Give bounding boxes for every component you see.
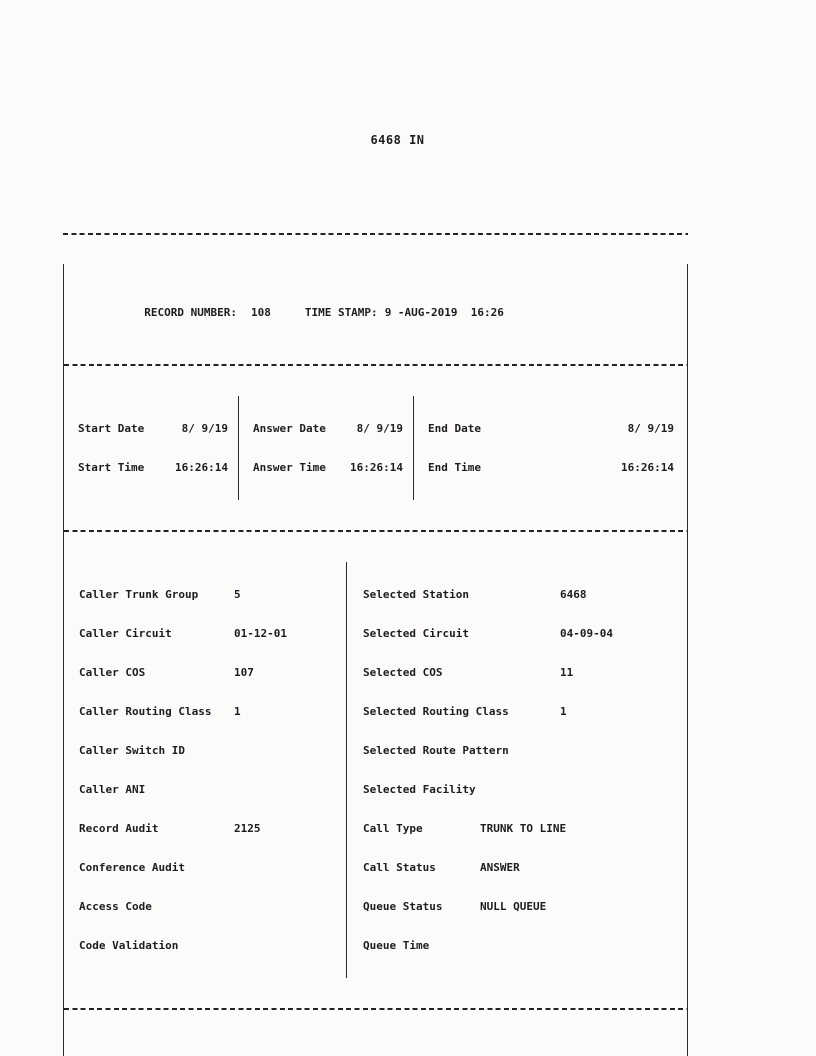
call-details: Caller Trunk Group 5 Caller Circuit 01-12-… [64, 561, 687, 979]
field-label: Call Status [363, 861, 436, 874]
field-value: 16:26:14 [350, 461, 403, 474]
field-label: End Time [428, 461, 481, 474]
field-row: Call Status ANSWER [363, 861, 687, 874]
field-row: Start Time 16:26:14 [78, 461, 228, 474]
field-label: Access Code [79, 900, 152, 913]
field-value: TRUNK TO LINE [480, 822, 567, 835]
field-label: Caller Trunk Group [79, 588, 199, 601]
field-row: Conference Audit [79, 861, 346, 874]
field-label: Selected Route Pattern [363, 744, 509, 757]
field-row: Selected Route Pattern [363, 744, 687, 757]
field-label: Queue Time [363, 939, 430, 952]
field-label: End Date [428, 422, 481, 435]
record-header: RECORD NUMBER: 108 TIME STAMP: 9 -AUG-2019 … [64, 290, 687, 335]
field-value: 8/ 9/19 [627, 422, 674, 435]
field-row: Caller Routing Class 1 [79, 705, 346, 718]
field-row: Caller Trunk Group 5 [79, 588, 346, 601]
field-label: Caller Circuit [79, 627, 172, 640]
divider [64, 361, 687, 369]
field-row: Selected Routing Class 1 [363, 705, 687, 718]
divider [64, 527, 687, 535]
field-row: Selected Facility [363, 783, 687, 796]
field-row: Queue Time [363, 939, 687, 952]
field-row: Record Audit 2125 [79, 822, 346, 835]
field-value: 01-12-01 [234, 627, 287, 640]
field-label: Answer Time [253, 461, 326, 474]
field-row: Selected COS 11 [363, 666, 687, 679]
field-label: Caller Routing Class [79, 705, 212, 718]
field-value: 5 [234, 588, 241, 601]
field-label: Start Date [78, 422, 145, 435]
field-label: Record Audit [79, 822, 159, 835]
field-row: Code Validation [79, 939, 346, 952]
timestamp-value: 9 -AUG-2019 16:26 [384, 306, 504, 319]
field-row: Access Code [79, 900, 346, 913]
field-row: End Time 16:26:14 [428, 461, 674, 474]
field-row: Caller Circuit 01-12-01 [79, 627, 346, 640]
field-value: 1 [560, 705, 567, 718]
field-row: Call Type TRUNK TO LINE [363, 822, 687, 835]
field-value: 1 [234, 705, 241, 718]
answer-times-column: Answer Date 8/ 9/19 Answer Time 16:26:14 [238, 396, 413, 500]
field-value: NULL QUEUE [480, 900, 547, 913]
report-content: 6468 IN RECORD NUMBER: 108 TIME STAMP: 9 -A… [63, 94, 688, 1056]
field-label: Selected Facility [363, 783, 476, 796]
field-label: Selected Station [363, 588, 469, 601]
field-value: 16:26:14 [175, 461, 228, 474]
field-row: End Date 8/ 9/19 [428, 422, 674, 435]
field-row: Selected Circuit 04-09-04 [363, 627, 687, 640]
field-label: Queue Status [363, 900, 443, 913]
field-label: Selected COS [363, 666, 443, 679]
field-label: Answer Date [253, 422, 326, 435]
field-value: ANSWER [480, 861, 520, 874]
call-times: Start Date 8/ 9/19 Start Time 16:26:14 Ans… [64, 395, 687, 501]
field-value: 6468 [560, 588, 587, 601]
field-label: Caller COS [79, 666, 146, 679]
field-row: Caller Switch ID [79, 744, 346, 757]
field-value: 8/ 9/19 [181, 422, 228, 435]
caller-fields: Caller Trunk Group 5 Caller Circuit 01-12-… [64, 562, 346, 978]
divider [63, 230, 688, 238]
field-row: Queue Status NULL QUEUE [363, 900, 687, 913]
field-value: 8/ 9/19 [356, 422, 403, 435]
field-label: Code Validation [79, 939, 179, 952]
divider [64, 1005, 687, 1013]
field-label: Caller ANI [79, 783, 146, 796]
field-row: Selected Station 6468 [363, 588, 687, 601]
field-label: Selected Circuit [363, 627, 469, 640]
field-row: Answer Time 16:26:14 [253, 461, 403, 474]
field-label: Selected Routing Class [363, 705, 509, 718]
record-number-value: 108 [250, 306, 271, 319]
field-label: Conference Audit [79, 861, 185, 874]
field-label: Call Type [363, 822, 423, 835]
start-times-column: Start Date 8/ 9/19 Start Time 16:26:14 [64, 396, 238, 500]
record-number-label: RECORD NUMBER: [144, 306, 237, 319]
field-value: 04-09-04 [560, 627, 613, 640]
field-label: Caller Switch ID [79, 744, 185, 757]
report-title: 6468 IN [370, 133, 425, 147]
field-row: Answer Date 8/ 9/19 [253, 422, 403, 435]
field-label: Start Time [78, 461, 145, 474]
field-value: 11 [560, 666, 574, 679]
field-row: Caller COS 107 [79, 666, 346, 679]
end-times-column: End Date 8/ 9/19 End Time 16:26:14 [413, 396, 687, 500]
cdr-record-108: RECORD NUMBER: 108 TIME STAMP: 9 -AUG-2019 … [63, 204, 688, 1056]
field-value: 2125 [234, 822, 261, 835]
field-row: Caller ANI [79, 783, 346, 796]
field-value: 107 [234, 666, 254, 679]
code-fields: Dialed Number Account Code Authorization… [64, 1039, 687, 1056]
selected-fields: Selected Station 6468 Selected Circuit 04-… [346, 562, 687, 978]
field-row: Start Date 8/ 9/19 [78, 422, 228, 435]
field-value: 16:26:14 [621, 461, 674, 474]
timestamp-label: TIME STAMP: [304, 306, 378, 319]
